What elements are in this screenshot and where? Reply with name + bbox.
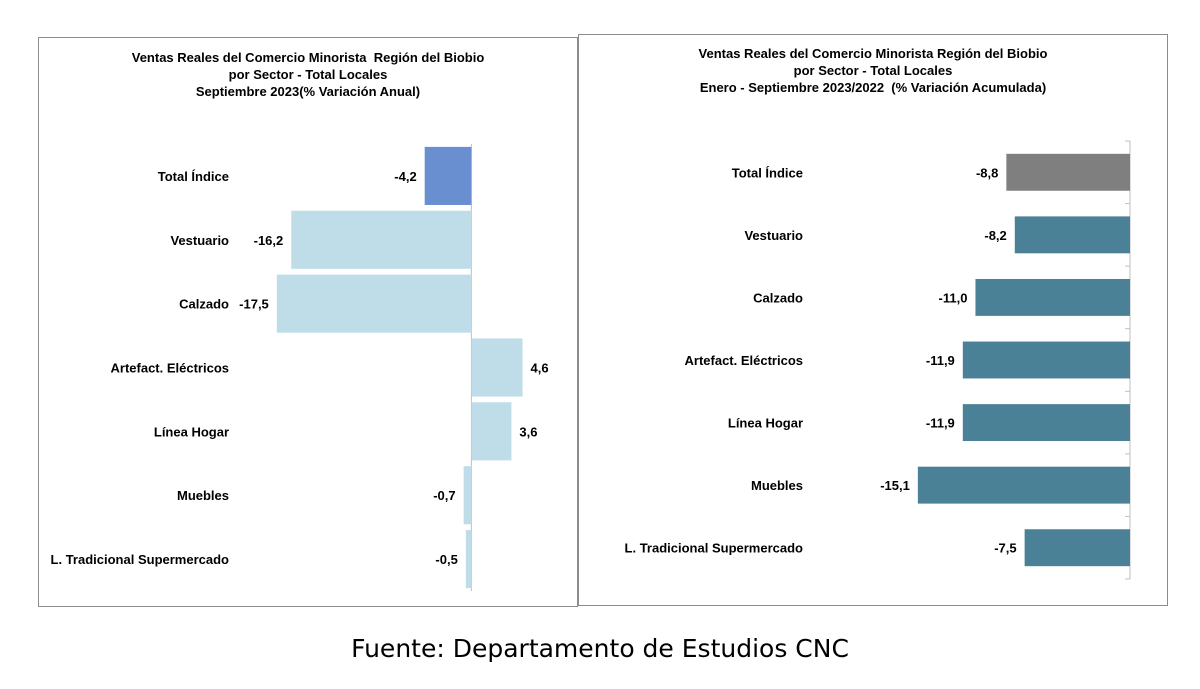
category-label: Línea Hogar bbox=[728, 416, 803, 431]
data-label: -0,7 bbox=[433, 488, 455, 503]
data-label: 3,6 bbox=[519, 424, 537, 439]
chart-title: Ventas Reales del Comercio Minorista Reg… bbox=[579, 45, 1167, 96]
chart-title-line-1: Ventas Reales del Comercio Minorista Reg… bbox=[131, 50, 485, 65]
bar-chart-anual: -4,2 Total Índice -16,2 Vestuario -17,5 Calza… bbox=[51, 144, 549, 591]
category-label: Línea Hogar bbox=[154, 424, 229, 439]
category-label: L. Tradicional Supermercado bbox=[625, 541, 803, 556]
bar bbox=[463, 466, 472, 525]
category-label: L. Tradicional Supermercado bbox=[51, 552, 229, 567]
bar bbox=[1014, 216, 1130, 254]
data-label: -0,5 bbox=[435, 552, 457, 567]
data-label: -4,2 bbox=[394, 169, 416, 184]
category-label: Artefact. Eléctricos bbox=[111, 361, 230, 376]
bar bbox=[975, 278, 1130, 316]
data-label: -8,8 bbox=[976, 165, 998, 180]
bar bbox=[1024, 529, 1130, 567]
chart-title-line-2: por Sector - Total Locales bbox=[228, 67, 388, 82]
bar bbox=[962, 341, 1130, 379]
chart-title: Ventas Reales del Comercio Minorista Reg… bbox=[39, 49, 577, 100]
category-label: Calzado bbox=[753, 290, 803, 305]
chart-panel-anual: Ventas Reales del Comercio Minorista Reg… bbox=[38, 37, 578, 607]
chart-title-line-2: por Sector - Total Locales bbox=[793, 63, 953, 78]
data-label: -17,5 bbox=[239, 297, 269, 312]
data-label: 4,6 bbox=[531, 361, 549, 376]
category-label: Muebles bbox=[177, 488, 229, 503]
category-label: Total Índice bbox=[732, 165, 803, 180]
bar bbox=[276, 274, 472, 333]
bar bbox=[465, 530, 472, 589]
data-label: -7,5 bbox=[994, 541, 1016, 556]
chart-title-line-3: Septiembre 2023(% Variación Anual) bbox=[195, 84, 421, 99]
data-label: -11,0 bbox=[939, 290, 968, 305]
bar bbox=[1006, 153, 1130, 191]
bar bbox=[917, 466, 1130, 504]
chart-panel-acumulada: Ventas Reales del Comercio Minorista Reg… bbox=[578, 34, 1168, 606]
data-label: -15,1 bbox=[880, 478, 910, 493]
category-label: Vestuario bbox=[170, 233, 229, 248]
category-label: Artefact. Eléctricos bbox=[685, 353, 804, 368]
chart-title-line-1: Ventas Reales del Comercio Minorista Reg… bbox=[698, 46, 1048, 61]
data-label: -16,2 bbox=[254, 233, 284, 248]
source-footnote: Fuente: Departamento de Estudios CNC bbox=[351, 634, 849, 663]
bar bbox=[291, 210, 472, 269]
bar bbox=[424, 146, 472, 205]
category-label: Muebles bbox=[751, 478, 803, 493]
bar-chart-acumulada: -8,8 Total Índice -8,2 Vestuario -11,0 Calzad… bbox=[625, 140, 1131, 580]
data-label: -11,9 bbox=[926, 416, 955, 431]
category-label: Vestuario bbox=[744, 228, 803, 243]
chart-title-line-3: Enero - Septiembre 2023/2022 (% Variació… bbox=[699, 80, 1047, 95]
data-label: -8,2 bbox=[984, 228, 1006, 243]
category-label: Calzado bbox=[179, 297, 229, 312]
bar bbox=[962, 404, 1130, 442]
category-label: Total Índice bbox=[158, 169, 229, 184]
bar bbox=[471, 402, 512, 461]
bar bbox=[471, 338, 523, 397]
data-label: -11,9 bbox=[926, 353, 955, 368]
